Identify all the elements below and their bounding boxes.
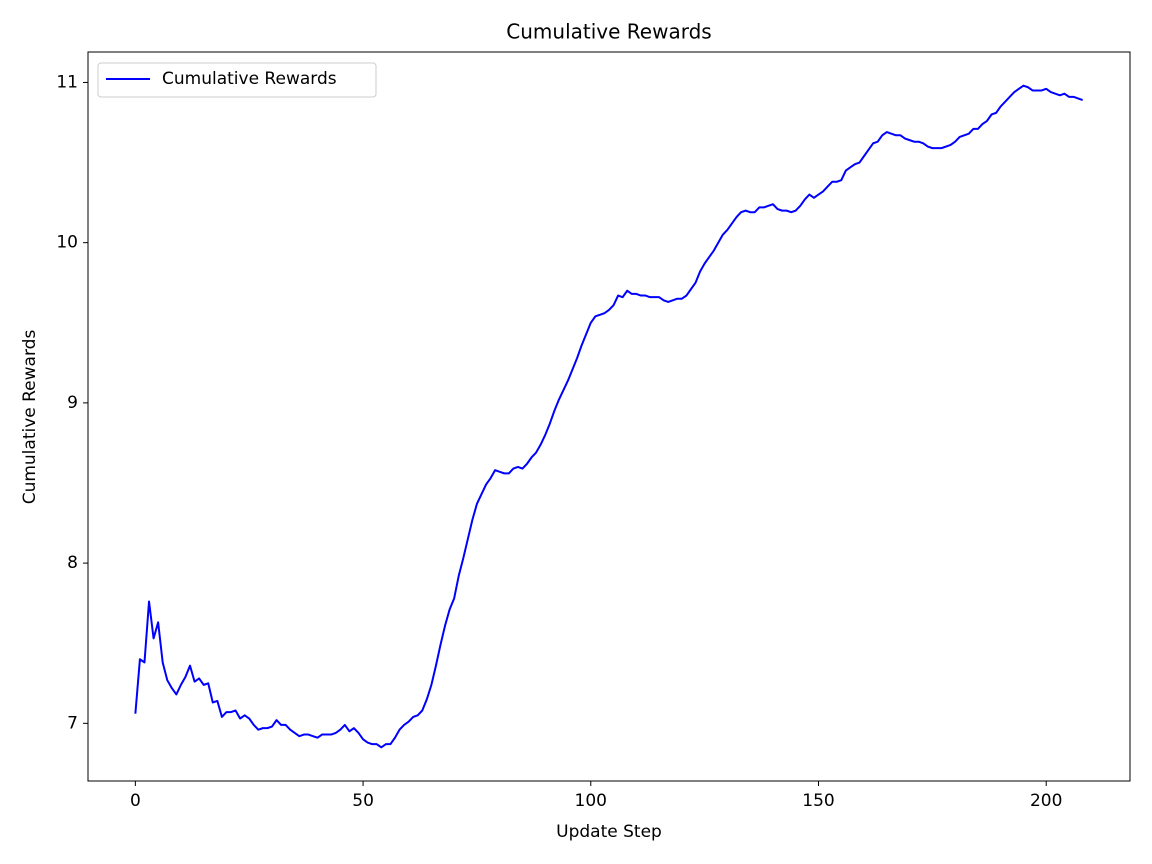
x-axis-label: Update Step [556, 822, 662, 842]
y-axis-label: Cumulative Rewards [20, 330, 40, 505]
x-tick-label: 50 [352, 791, 374, 811]
legend-box [97, 62, 377, 98]
chart-title: Cumulative Rewards [506, 20, 711, 44]
x-tick-label: 200 [1030, 791, 1062, 811]
x-tick-label: 0 [130, 791, 141, 811]
x-tick-label: 100 [575, 791, 607, 811]
y-tick-label: 11 [56, 72, 78, 92]
y-tick-label: 10 [56, 233, 78, 253]
plot-frame [87, 51, 1131, 782]
x-tick-label: 150 [802, 791, 834, 811]
y-tick-label: 7 [67, 713, 78, 733]
data-line [134, 84, 1083, 749]
y-tick-label: 8 [67, 553, 78, 573]
legend-label: Cumulative Rewards [162, 69, 337, 89]
y-tick-label: 9 [67, 393, 78, 413]
